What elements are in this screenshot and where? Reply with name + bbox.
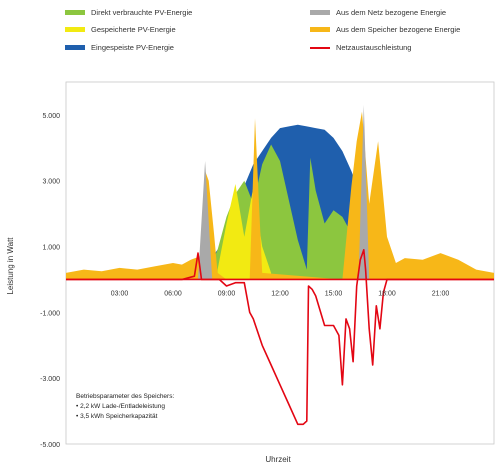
legend-label: Eingespeiste PV-Energie <box>91 43 174 52</box>
x-tick-label: 03:00 <box>111 290 129 297</box>
x-tick-label: 21:00 <box>432 290 450 297</box>
x-axis-label: Uhrzeit <box>265 455 291 464</box>
legend-swatch <box>65 27 85 32</box>
storage-parameter-capacity: • 3,5 kWh Speicherkapazität <box>76 413 158 420</box>
chart-area: 5.000 3.000 1.000 -1.000 -3.000 -5.000 03:00 06… <box>6 81 495 464</box>
x-tick-label: 15:00 <box>325 290 343 297</box>
storage-parameters-note: Betriebsparameter des Speichers: • 2,2 k… <box>76 392 174 422</box>
legend-label: Gespeicherte PV-Energie <box>91 25 176 34</box>
series-line-netzaustauschleistung <box>66 249 494 426</box>
y-tick-label: 5.000 <box>42 113 60 120</box>
x-tick-label: 18:00 <box>378 290 396 297</box>
legend-swatch <box>65 10 85 15</box>
y-axis-label: Leistung in Watt <box>6 237 15 295</box>
legend-label: Aus dem Netz bezogene Energie <box>336 8 447 17</box>
legend-item-3: Eingespeiste PV-Energie <box>65 43 174 52</box>
legend-label: Direkt verbrauchte PV-Energie <box>91 8 193 17</box>
legend-item-4: Aus dem Netz bezogene Energie <box>310 8 446 17</box>
y-tick-label: -5.000 <box>40 442 60 449</box>
x-tick-label: 09:00 <box>218 290 236 297</box>
x-tick-label: 06:00 <box>164 290 182 297</box>
x-tick-label: 12:00 <box>271 290 289 297</box>
legend-swatch <box>310 27 330 32</box>
legend-item-1: Direkt verbrauchte PV-Energie <box>65 8 192 17</box>
storage-parameter-power: • 2,2 kW Lade-/Entladeleistung <box>76 403 165 410</box>
legend-item-2: Gespeicherte PV-Energie <box>65 25 176 34</box>
legend-item-6: Netzaustauschleistung <box>310 43 411 52</box>
y-tick-label: -1.000 <box>40 310 60 317</box>
legend-swatch <box>65 45 85 50</box>
legend-swatch <box>310 10 330 15</box>
legend-label: Netzaustauschleistung <box>336 43 412 52</box>
y-tick-label: 1.000 <box>42 245 60 252</box>
legend-item-5: Aus dem Speicher bezogene Energie <box>310 25 460 34</box>
legend-label: Aus dem Speicher bezogene Energie <box>336 25 461 34</box>
series-area-4 <box>66 111 494 280</box>
legend-swatch <box>310 46 330 49</box>
y-tick-label: 3.000 <box>42 179 60 186</box>
y-tick-label: -3.000 <box>40 376 60 383</box>
storage-parameters-title: Betriebsparameter des Speichers: <box>76 393 175 400</box>
chart-legend: Direkt verbrauchte PV-Energie Gespeichert… <box>0 0 499 70</box>
